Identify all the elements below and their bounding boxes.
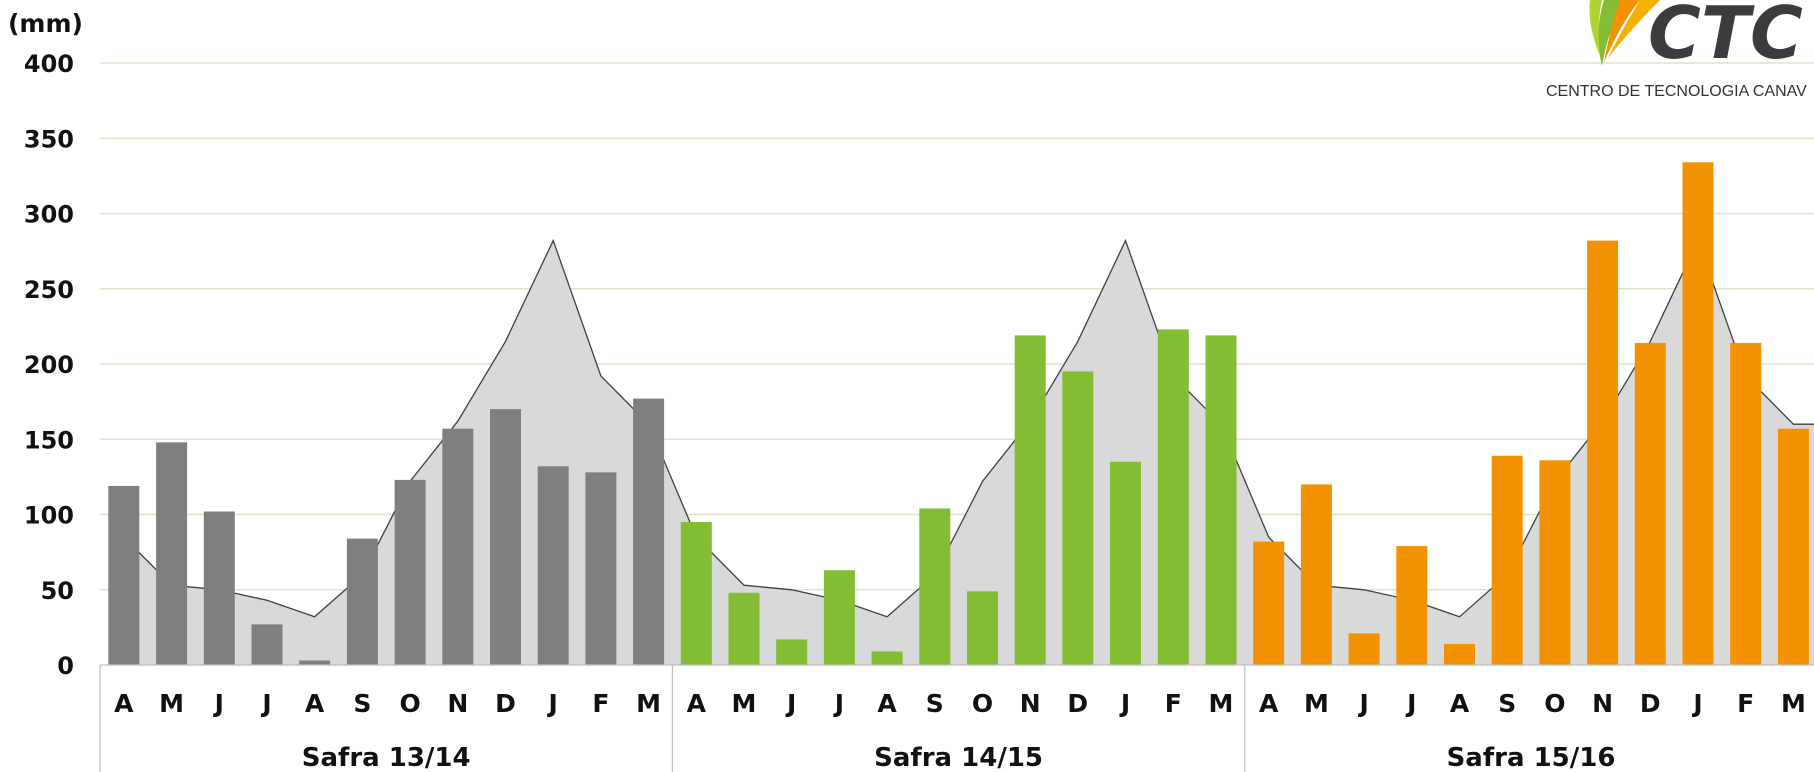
bar-2-2 — [728, 592, 760, 665]
month-label: M — [636, 689, 661, 718]
month-label: D — [1067, 689, 1088, 718]
month-label: S — [926, 689, 944, 718]
month-label: A — [1259, 689, 1279, 718]
bar-3-3 — [1348, 633, 1380, 665]
bar-1-12 — [633, 398, 665, 665]
bar-3-11 — [1730, 342, 1762, 665]
month-label: J — [833, 689, 844, 718]
month-label: M — [159, 689, 184, 718]
month-label: A — [305, 689, 325, 718]
y-tick-label: 350 — [24, 125, 74, 153]
bar-1-9 — [490, 409, 521, 665]
bar-1-3 — [203, 511, 235, 665]
bar-2-6 — [919, 508, 951, 665]
bar-1-6 — [346, 538, 378, 665]
y-tick-label: 50 — [41, 577, 74, 605]
month-label: J — [785, 689, 796, 718]
month-label: J — [1405, 689, 1416, 718]
gridlines — [100, 62, 1814, 591]
bar-2-10 — [1110, 461, 1141, 665]
bar-2-3 — [776, 639, 808, 665]
ctc-logo: CTC CENTRO DE TECNOLOGIA CANAV — [1546, 0, 1807, 100]
bar-3-12 — [1777, 428, 1809, 665]
y-tick-label: 100 — [24, 502, 74, 530]
bar-1-7 — [394, 479, 426, 665]
month-label: F — [1737, 689, 1754, 718]
month-label: O — [972, 689, 993, 718]
month-label: F — [592, 689, 609, 718]
month-label: J — [213, 689, 224, 718]
y-axis-unit-label: (mm) — [8, 9, 83, 38]
bar-1-8 — [442, 428, 474, 665]
bar-3-7 — [1539, 460, 1571, 665]
month-label: S — [1498, 689, 1516, 718]
bars — [108, 162, 1809, 666]
bar-1-5 — [299, 660, 331, 665]
month-label: J — [1691, 689, 1702, 718]
month-label: J — [260, 689, 271, 718]
month-label: N — [447, 689, 468, 718]
season-label: Safra 15/16 — [1447, 743, 1616, 772]
bar-3-8 — [1587, 240, 1619, 665]
bar-1-1 — [108, 485, 140, 665]
month-label: J — [547, 689, 558, 718]
y-tick-label: 150 — [24, 426, 74, 454]
month-label: M — [1781, 689, 1806, 718]
y-tick-label: 300 — [24, 201, 74, 229]
sugarcane-leaf-icon — [1589, 0, 1660, 66]
bar-2-8 — [1014, 335, 1046, 665]
bar-2-9 — [1062, 371, 1094, 665]
month-label: A — [687, 689, 707, 718]
y-axis: 0 50 100 150 200 250 300 350 400 — [24, 50, 74, 680]
logo-subtitle: CENTRO DE TECNOLOGIA CANAV — [1546, 83, 1807, 100]
month-label: M — [732, 689, 757, 718]
month-label: O — [399, 689, 420, 718]
bar-2-12 — [1205, 335, 1237, 665]
bar-1-11 — [585, 472, 617, 665]
bar-2-1 — [680, 522, 712, 665]
month-label: M — [1209, 689, 1234, 718]
y-tick-label: 0 — [57, 652, 74, 680]
month-label: D — [495, 689, 516, 718]
y-tick-label: 250 — [24, 276, 74, 304]
month-label: A — [114, 689, 134, 718]
month-label: N — [1592, 689, 1613, 718]
bar-3-6 — [1491, 455, 1523, 665]
bar-2-7 — [967, 591, 998, 665]
bar-3-1 — [1253, 541, 1285, 665]
bar-2-5 — [871, 651, 903, 665]
month-label: M — [1304, 689, 1329, 718]
bar-1-10 — [537, 466, 569, 665]
normal-rainfall-area-fill — [110, 240, 1814, 665]
month-label: O — [1544, 689, 1565, 718]
bar-1-2 — [156, 442, 188, 665]
y-tick-label: 400 — [24, 50, 74, 78]
logo-name: CTC — [1648, 0, 1803, 75]
month-label: J — [1357, 689, 1368, 718]
month-label: S — [353, 689, 371, 718]
month-label: A — [1450, 689, 1470, 718]
bar-3-10 — [1682, 162, 1714, 666]
bar-3-9 — [1634, 342, 1666, 665]
bar-2-4 — [823, 570, 855, 665]
season-label: Safra 13/14 — [302, 743, 471, 772]
month-label: N — [1020, 689, 1041, 718]
month-label: A — [877, 689, 897, 718]
bar-2-11 — [1157, 329, 1189, 665]
month-label: F — [1165, 689, 1182, 718]
y-tick-label: 200 — [24, 351, 74, 379]
month-label: D — [1640, 689, 1661, 718]
bar-3-2 — [1300, 484, 1332, 665]
bar-3-5 — [1444, 643, 1475, 665]
month-label: J — [1119, 689, 1130, 718]
season-label: Safra 14/15 — [874, 743, 1043, 772]
bar-1-4 — [251, 624, 283, 665]
bar-3-4 — [1396, 546, 1428, 665]
